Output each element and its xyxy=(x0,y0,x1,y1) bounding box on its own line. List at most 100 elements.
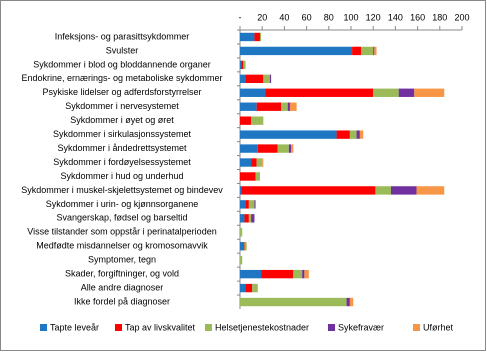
y-tick-label: Symptomer, tegn xyxy=(88,255,156,265)
bar-segment xyxy=(257,144,278,153)
bar-segment xyxy=(356,130,360,139)
bar-segment xyxy=(240,269,262,279)
legend-swatch xyxy=(40,324,47,331)
bar-segment xyxy=(240,255,243,265)
bar-segment xyxy=(360,46,374,56)
bar-segment xyxy=(248,200,255,209)
bar-segment xyxy=(240,144,258,153)
bar-segment xyxy=(240,297,347,307)
bar-segment xyxy=(245,74,264,84)
x-tick-label: 60 xyxy=(302,12,312,22)
bar-segment xyxy=(373,88,399,97)
legend-label: Tap av livskvalitet xyxy=(125,322,196,332)
y-tick-label: Svangerskap, fødsel og barseltid xyxy=(56,213,187,223)
x-tick-label: 80 xyxy=(324,12,334,22)
bar-segment xyxy=(281,102,288,111)
bar-segment xyxy=(251,116,264,125)
bar-segment xyxy=(243,60,246,70)
y-tick-label: Endokrine, ernærings- og metaboliske syk… xyxy=(21,73,222,83)
y-tick-label: Sykdommer i blod og bloddannende organer xyxy=(33,59,211,69)
bar-segment xyxy=(336,130,350,139)
bar-segment xyxy=(240,116,252,125)
y-tick-label: Sykdommer i fordøyelsessystemet xyxy=(53,157,191,167)
y-tick-label: Sykdommer i sirkulasjonssystemet xyxy=(53,129,192,139)
y-tick-label: Visse tilstander som oppstår i perinatal… xyxy=(27,227,216,237)
bar-segment xyxy=(288,144,292,153)
x-tick-label: - xyxy=(239,12,242,22)
y-tick-label: Medfødte misdannelser og kromosomavvik xyxy=(36,241,208,251)
bar-segment xyxy=(251,214,255,223)
bar-segment xyxy=(373,46,375,56)
bar-segment xyxy=(255,172,260,181)
y-tick-label: Psykiske lidelser og adferdsforstyrrelse… xyxy=(42,87,201,97)
bar-segment xyxy=(256,158,263,167)
x-tick-label: 160 xyxy=(410,12,425,22)
bar-segment xyxy=(254,32,260,42)
y-tick-label: Svulster xyxy=(106,45,139,55)
y-tick-label: Skader, forgiftninger, og vold xyxy=(65,269,179,279)
bar-segment xyxy=(289,102,297,111)
bar-segment xyxy=(240,60,242,70)
legend-swatch xyxy=(328,324,335,331)
bar-segment xyxy=(293,269,303,279)
bar-segment xyxy=(240,74,246,84)
bar-segment xyxy=(243,242,245,251)
legend-swatch xyxy=(205,324,212,331)
bar-segment xyxy=(240,186,242,195)
y-tick-label: Sykdommer i muskel-skjelettsystemet og b… xyxy=(21,185,223,195)
bar-segment xyxy=(240,46,353,56)
x-tick-label: 200 xyxy=(454,12,469,22)
legend-swatch xyxy=(115,324,122,331)
y-tick-label: Infeksjons- og parasittsykdommer xyxy=(55,31,190,41)
bar-segment xyxy=(245,283,253,293)
bar-segment xyxy=(244,214,249,223)
bar-segment xyxy=(291,144,294,153)
bar-segment xyxy=(346,297,350,307)
bar-segment xyxy=(240,214,245,223)
bar-segment xyxy=(262,158,264,167)
bar-segment xyxy=(248,214,252,223)
bar-segment xyxy=(374,46,377,56)
legend-label: Sykefravær xyxy=(338,322,384,332)
y-tick-label: Ikke fordel på diagnoser xyxy=(74,296,170,306)
bar-segment xyxy=(240,200,246,209)
bar-segment xyxy=(240,283,246,293)
y-tick-label: Sykdommer i nervesystemet xyxy=(65,101,179,111)
bar-segment xyxy=(240,130,337,139)
legend-label: Uførhet xyxy=(423,322,454,332)
y-tick-label: Sykdommer i åndedrettsystemet xyxy=(57,143,187,153)
bar-segment xyxy=(349,297,354,307)
bar-segment xyxy=(302,269,305,279)
legend-swatch xyxy=(413,324,420,331)
y-tick-label: Sykdommer i urin- og kjønnsorganene xyxy=(46,199,199,209)
bar-segment xyxy=(359,130,364,139)
bar-segment xyxy=(287,102,290,111)
bar-segment xyxy=(416,186,445,195)
bar-segment xyxy=(265,88,374,97)
bar-segment xyxy=(254,200,256,209)
x-tick-label: 120 xyxy=(366,12,381,22)
bar-segment xyxy=(241,60,244,70)
legend-label: Helsetjenestekostnader xyxy=(215,322,309,332)
bar-segment xyxy=(390,186,417,195)
bar-segment xyxy=(240,102,257,111)
bar-segment xyxy=(256,102,282,111)
x-tick-label: 40 xyxy=(279,12,289,22)
x-tick-label: 100 xyxy=(343,12,358,22)
bar-segment xyxy=(259,32,262,42)
bar-segment xyxy=(240,172,256,181)
bar-segment xyxy=(251,158,257,167)
bar-segment xyxy=(240,228,243,237)
bar-segment xyxy=(269,74,272,84)
legend-label: Tapte leveår xyxy=(50,322,99,332)
bar-segment xyxy=(240,88,266,97)
y-tick-label: Alle andre diagnoser xyxy=(81,282,164,292)
bar-segment xyxy=(414,88,445,97)
bar-segment xyxy=(252,283,258,293)
bar-segment xyxy=(398,88,415,97)
bar-segment xyxy=(349,130,357,139)
bar-segment xyxy=(261,269,294,279)
bar-segment xyxy=(352,46,361,56)
bar-segment xyxy=(241,186,376,195)
